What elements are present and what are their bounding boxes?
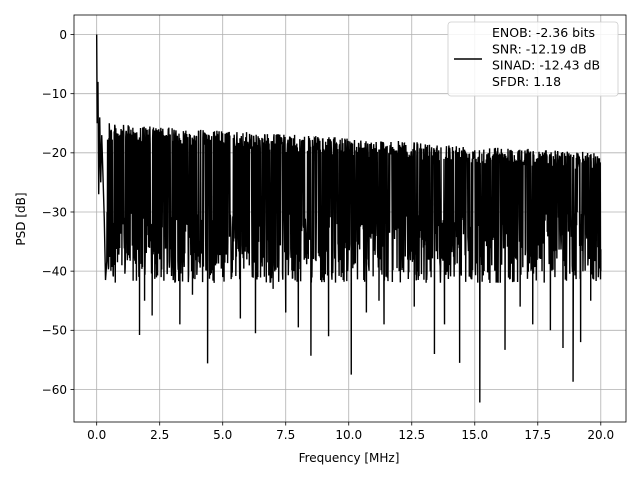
x-axis-label: Frequency [MHz] [299,451,400,465]
data-series [95,34,602,403]
y-tick-label: −50 [42,324,67,338]
y-tick-label: −30 [42,205,67,219]
y-tick-label: 0 [59,28,67,42]
x-tick-label: 17.5 [524,428,551,442]
legend-entry-line: ENOB: -2.36 bits [492,25,595,40]
legend-box [447,21,619,97]
x-tick-label: 0.0 [87,428,106,442]
y-tick-label: −40 [42,264,67,278]
x-tick-label: 2.5 [150,428,169,442]
y-tick-label: −20 [42,146,67,160]
y-tick-label: −10 [42,87,67,101]
x-tick-label: 7.5 [276,428,295,442]
x-tick-label: 5.0 [213,428,232,442]
plot-frame [73,14,627,423]
x-tick-label: 12.5 [398,428,425,442]
tick-marks: 0.0 2.5 5.0 7.5 10.0 12.5 15.0 17.5 20.0 0 −10 −20 −… [42,28,614,442]
y-tick-label: −60 [42,383,67,397]
psd-series-line [95,34,602,403]
x-tick-label: 20.0 [587,428,614,442]
axes [73,14,627,423]
legend-entry-line: SNR: -12.19 dB [492,41,587,56]
y-axis-label: PSD [dB] [14,192,28,245]
legend-entry-line: SINAD: -12.43 dB [492,58,600,73]
x-tick-label: 15.0 [461,428,488,442]
x-tick-label: 10.0 [335,428,362,442]
legend-entry-line: SFDR: 1.18 [492,74,561,89]
